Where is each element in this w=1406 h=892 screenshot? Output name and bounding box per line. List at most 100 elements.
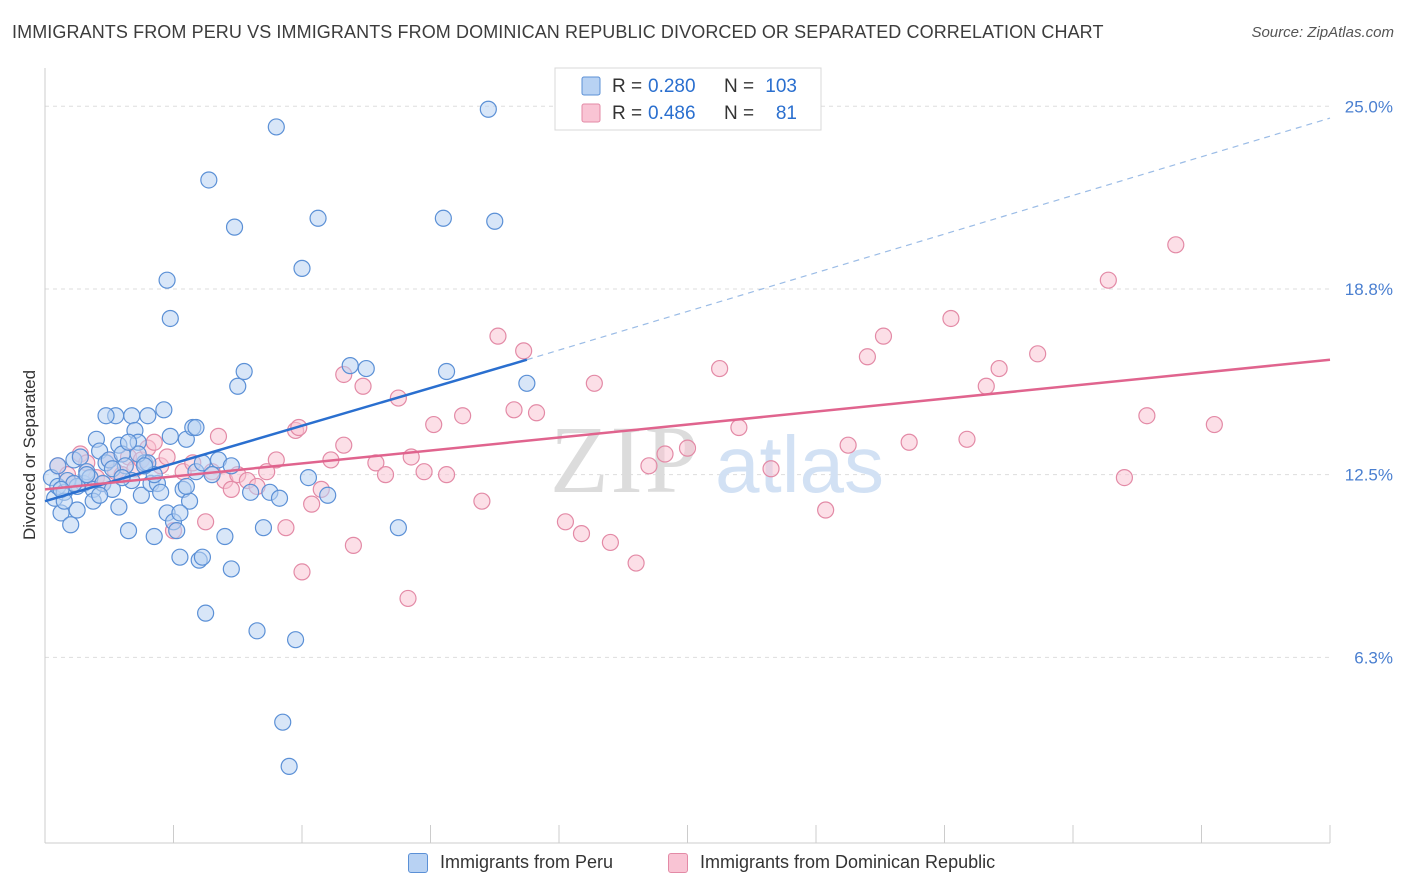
data-point-peru — [280, 757, 298, 775]
data-point-dominican — [209, 427, 228, 445]
data-point-dominican — [277, 519, 295, 537]
legend-r-value-peru: 0.280 — [648, 76, 696, 97]
data-point-dominican — [505, 401, 523, 419]
trendline-peru — [44, 358, 528, 503]
y-tick-label: 6.3% — [1354, 648, 1393, 667]
data-point-peru — [171, 504, 189, 522]
data-point-dominican — [762, 460, 780, 478]
data-point-peru — [216, 527, 234, 546]
legend-n-value-peru: 103 — [765, 76, 797, 97]
data-point-dominican — [303, 495, 321, 513]
series-dominican-republic — [49, 236, 1223, 608]
legend-r-label-dominican: R = — [612, 103, 647, 124]
data-point-peru — [486, 212, 504, 230]
data-point-peru — [155, 401, 173, 419]
legend-item-dominican: Immigrants from Dominican Republic — [668, 852, 995, 873]
legend-r-value-dominican: 0.486 — [648, 103, 696, 124]
legend-n-label-dominican: N = — [724, 103, 759, 124]
data-point-dominican — [489, 327, 507, 345]
data-point-peru — [91, 486, 109, 504]
trendline-peru-extension — [526, 117, 1331, 361]
data-point-peru — [119, 522, 138, 540]
data-point-peru — [434, 209, 452, 227]
data-point-dominican — [527, 404, 546, 422]
data-point-dominican — [1115, 469, 1134, 487]
data-point-dominican — [454, 407, 472, 425]
data-point-dominican — [730, 418, 748, 437]
data-point-peru — [267, 118, 285, 136]
data-point-peru — [309, 209, 327, 227]
data-point-dominican — [335, 436, 353, 454]
trendlines — [44, 117, 1331, 503]
data-point-dominican — [1138, 407, 1156, 425]
data-point-dominican — [977, 377, 995, 395]
data-point-peru — [177, 477, 195, 496]
data-point-peru — [286, 631, 305, 649]
data-point-dominican — [601, 533, 620, 552]
data-point-dominican — [640, 457, 658, 475]
data-point-peru — [235, 362, 253, 381]
data-point-peru — [145, 527, 163, 546]
data-point-peru — [193, 548, 212, 566]
y-tick-label: 18.8% — [1345, 280, 1393, 299]
data-point-dominican — [376, 466, 395, 484]
scatter-chart: 6.3%12.5%18.8%25.0%0.0%40.0% ZIP atlas D… — [20, 67, 1393, 844]
data-point-peru — [229, 377, 247, 395]
legend-swatch-peru-bottom — [408, 852, 428, 873]
data-point-dominican — [958, 430, 976, 448]
data-point-dominican — [473, 492, 491, 510]
source-credit: Source: ZipAtlas.com — [1251, 24, 1394, 41]
series-peru — [42, 100, 536, 775]
data-point-peru — [123, 407, 141, 425]
data-point-dominican — [415, 463, 433, 481]
data-point-peru — [389, 519, 407, 537]
data-point-dominican — [585, 374, 603, 392]
data-point-dominican — [145, 433, 163, 451]
data-point-peru — [299, 469, 318, 487]
data-point-dominican — [858, 348, 877, 366]
data-point-peru — [203, 466, 221, 484]
data-point-peru — [518, 374, 536, 392]
data-point-dominican — [344, 536, 362, 554]
data-point-dominican — [437, 466, 456, 484]
data-point-peru — [161, 309, 179, 328]
legend-r-label-peru: R = — [612, 76, 647, 97]
data-point-peru — [222, 560, 240, 578]
data-point-dominican — [874, 327, 893, 345]
data-point-peru — [158, 271, 176, 289]
data-point-peru — [357, 359, 375, 378]
watermark: ZIP atlas — [550, 406, 884, 513]
data-point-peru — [225, 218, 244, 236]
data-point-dominican — [942, 309, 960, 328]
data-point-peru — [161, 427, 179, 445]
y-tick-label: 25.0% — [1345, 97, 1393, 116]
data-point-peru — [270, 489, 289, 507]
axes: 6.3%12.5%18.8%25.0%0.0%40.0% — [44, 68, 1393, 844]
data-point-dominican — [656, 445, 674, 463]
data-point-dominican — [1167, 236, 1185, 254]
data-point-peru — [319, 486, 337, 504]
data-point-dominican — [197, 513, 215, 531]
data-point-dominican — [817, 501, 835, 519]
data-point-dominican — [839, 436, 857, 454]
data-point-dominican — [990, 359, 1008, 378]
data-point-peru — [187, 418, 205, 437]
data-point-peru — [168, 522, 186, 540]
data-point-dominican — [1205, 415, 1223, 434]
data-point-dominican — [354, 377, 372, 395]
data-point-dominican — [900, 433, 918, 451]
legend-label-peru: Immigrants from Peru — [440, 852, 614, 872]
data-point-peru — [78, 466, 96, 484]
data-point-peru — [97, 407, 115, 425]
data-point-peru — [171, 548, 189, 566]
legend-n-label-peru: N = — [724, 76, 759, 97]
data-point-peru — [110, 498, 128, 516]
data-point-peru — [197, 604, 215, 622]
data-point-peru — [479, 100, 497, 118]
data-point-peru — [274, 713, 292, 731]
legend: R = 0.280 N = 103 R = 0.486 N = 81 — [554, 67, 822, 131]
data-point-dominican — [572, 524, 591, 543]
data-point-dominican — [678, 439, 697, 457]
data-point-peru — [139, 407, 157, 425]
series-legend: Immigrants from Peru Immigrants from Dom… — [0, 850, 1406, 880]
